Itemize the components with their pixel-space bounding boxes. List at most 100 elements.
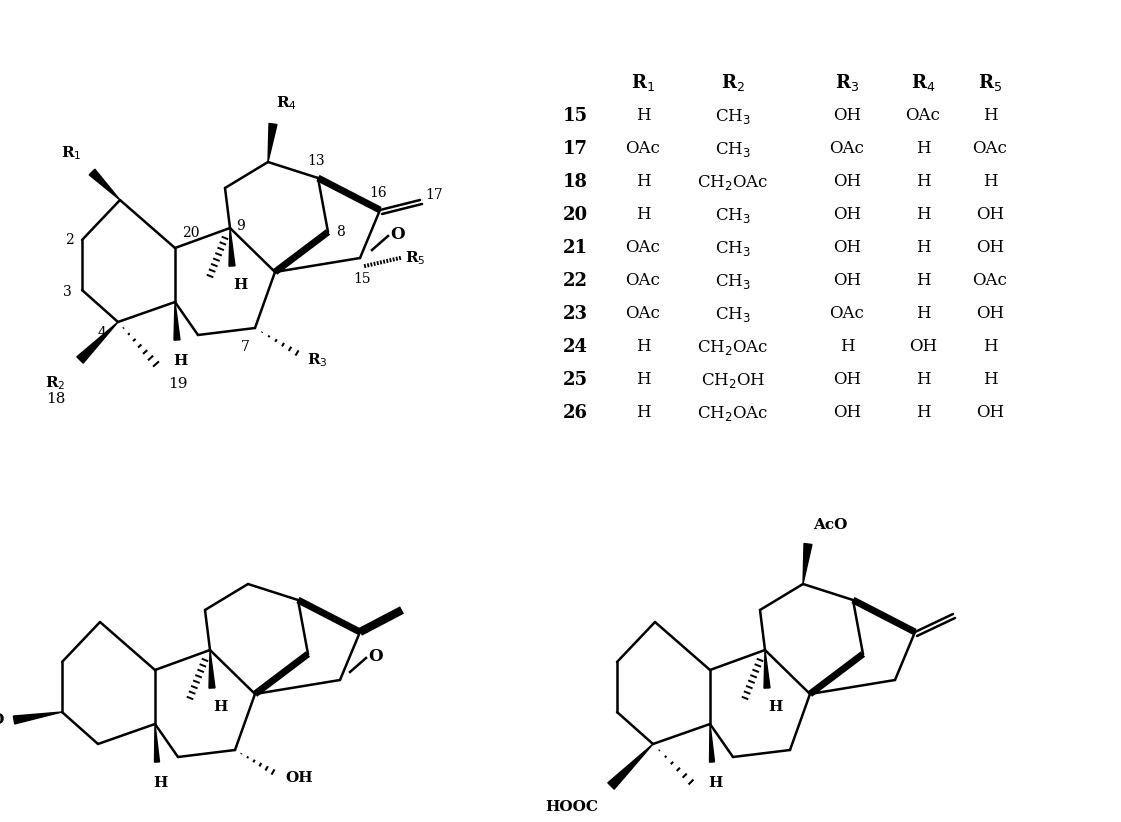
Text: R$_2$: R$_2$ [46, 374, 66, 392]
Text: CH$_3$: CH$_3$ [715, 107, 751, 126]
Text: 4: 4 [98, 326, 106, 340]
Polygon shape [155, 724, 159, 762]
Text: O: O [390, 225, 405, 242]
Text: H: H [916, 371, 930, 388]
Polygon shape [13, 712, 62, 724]
Text: 15: 15 [353, 272, 371, 286]
Text: 17: 17 [425, 188, 443, 202]
Text: 17: 17 [563, 140, 587, 158]
Text: CH$_3$: CH$_3$ [715, 239, 751, 258]
Text: CH$_3$: CH$_3$ [715, 305, 751, 324]
Text: OH: OH [833, 371, 861, 388]
Text: OAc: OAc [830, 140, 864, 157]
Polygon shape [174, 302, 180, 340]
Text: H: H [173, 354, 187, 368]
Text: OAc: OAc [830, 305, 864, 322]
Text: H: H [707, 776, 722, 790]
Text: 25: 25 [563, 371, 587, 389]
Text: OH: OH [976, 404, 1004, 421]
Text: H: H [636, 107, 650, 124]
Text: OAc: OAc [626, 239, 660, 256]
Polygon shape [90, 169, 120, 200]
Text: OH: OH [833, 107, 861, 124]
Text: H: H [916, 272, 930, 289]
Text: OAc: OAc [626, 305, 660, 322]
Text: 24: 24 [563, 338, 587, 356]
Text: H: H [983, 107, 998, 124]
Text: H: H [636, 338, 650, 355]
Text: R$_4$: R$_4$ [276, 95, 297, 112]
Text: OH: OH [833, 404, 861, 421]
Text: OH: OH [833, 173, 861, 190]
Text: R$_4$: R$_4$ [910, 72, 935, 93]
Text: CH$_2$OAc: CH$_2$OAc [697, 404, 769, 423]
Text: R$_3$: R$_3$ [307, 351, 327, 369]
Text: OH: OH [833, 206, 861, 223]
Text: OH: OH [833, 239, 861, 256]
Text: R$_5$: R$_5$ [405, 249, 426, 267]
Text: 19: 19 [168, 377, 187, 391]
Text: 9: 9 [237, 219, 244, 233]
Text: 22: 22 [563, 272, 587, 290]
Text: 20: 20 [563, 206, 587, 224]
Text: H: H [233, 278, 248, 292]
Text: 18: 18 [46, 392, 66, 406]
Text: CH$_3$: CH$_3$ [715, 206, 751, 225]
Text: OH: OH [909, 338, 937, 355]
Text: H: H [636, 206, 650, 223]
Text: R$_1$: R$_1$ [631, 72, 655, 93]
Text: CH$_2$OH: CH$_2$OH [701, 371, 766, 390]
Text: 7: 7 [241, 340, 250, 354]
Text: 21: 21 [563, 239, 587, 257]
Polygon shape [608, 744, 654, 789]
Text: CH$_2$OAc: CH$_2$OAc [697, 173, 769, 192]
Text: R$_3$: R$_3$ [835, 72, 859, 93]
Polygon shape [209, 650, 215, 688]
Text: AcO: AcO [0, 713, 4, 727]
Text: H: H [916, 305, 930, 322]
Text: H: H [916, 404, 930, 421]
Text: 20: 20 [183, 226, 200, 240]
Text: HOOC: HOOC [545, 800, 597, 814]
Text: 16: 16 [369, 186, 387, 200]
Text: H: H [768, 700, 782, 714]
Text: 15: 15 [563, 107, 587, 125]
Text: 23: 23 [563, 305, 587, 323]
Polygon shape [268, 123, 277, 162]
Text: H: H [983, 173, 998, 190]
Text: H: H [916, 239, 930, 256]
Text: CH$_3$: CH$_3$ [715, 140, 751, 159]
Text: O: O [368, 648, 382, 664]
Text: R$_5$: R$_5$ [978, 72, 1002, 93]
Text: H: H [152, 776, 167, 790]
Polygon shape [229, 228, 235, 266]
Text: OAc: OAc [626, 140, 660, 157]
Polygon shape [710, 724, 714, 762]
Text: OH: OH [285, 771, 313, 785]
Text: 26: 26 [563, 404, 587, 422]
Polygon shape [77, 322, 118, 363]
Text: OAc: OAc [626, 272, 660, 289]
Text: H: H [916, 206, 930, 223]
Text: CH$_2$OAc: CH$_2$OAc [697, 338, 769, 357]
Polygon shape [803, 543, 812, 584]
Text: H: H [983, 338, 998, 355]
Text: H: H [213, 700, 228, 714]
Text: OH: OH [976, 239, 1004, 256]
Text: R$_1$: R$_1$ [62, 145, 82, 162]
Text: 2: 2 [65, 233, 74, 247]
Text: 8: 8 [336, 225, 345, 239]
Text: OAc: OAc [973, 140, 1008, 157]
Text: 3: 3 [63, 285, 72, 299]
Text: OAc: OAc [906, 107, 941, 124]
Text: H: H [916, 173, 930, 190]
Text: AcO: AcO [813, 518, 847, 532]
Text: R$_2$: R$_2$ [721, 72, 745, 93]
Text: H: H [636, 404, 650, 421]
Text: 13: 13 [307, 154, 325, 168]
Text: OH: OH [976, 305, 1004, 322]
Polygon shape [765, 650, 770, 688]
Text: H: H [916, 140, 930, 157]
Text: OH: OH [833, 272, 861, 289]
Text: H: H [840, 338, 854, 355]
